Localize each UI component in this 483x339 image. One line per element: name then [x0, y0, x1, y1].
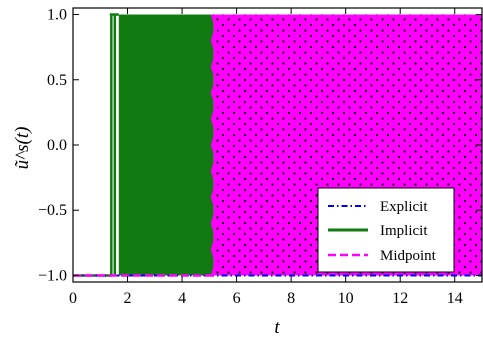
y-axis-label: ũ^s(t)	[12, 127, 33, 170]
legend-explicit-label: Explicit	[380, 199, 428, 215]
legend-midpoint-label: Midpoint	[380, 248, 437, 264]
y-tick-label: −0.5	[38, 202, 67, 219]
x-axis-label: t	[274, 317, 280, 338]
legend-implicit-label: Implicit	[380, 223, 428, 239]
x-tick-label: 12	[392, 290, 408, 307]
x-tick-label: 14	[447, 290, 463, 307]
implicit-series-band	[118, 14, 214, 276]
x-tick-label: 10	[338, 290, 354, 307]
x-tick-label: 4	[178, 290, 186, 307]
x-tick-label: 6	[233, 290, 241, 307]
x-tick-label: 0	[69, 290, 77, 307]
x-tick-label: 8	[287, 290, 295, 307]
y-tick-label: 0.0	[47, 137, 67, 154]
x-tick-label: 2	[124, 290, 132, 307]
y-tick-label: 0.5	[47, 72, 67, 89]
legend: Explicit Implicit Midpoint	[317, 187, 455, 273]
plot-area	[73, 13, 482, 277]
y-tick-label: −1.0	[38, 267, 67, 284]
y-tick-label: 1.0	[47, 7, 67, 24]
midpoint-band-edge	[210, 14, 218, 276]
x-axis: 0 2 4 6 8 10 12 14	[69, 8, 463, 307]
y-axis: −1.0 −0.5 0.0 0.5 1.0	[38, 7, 482, 284]
